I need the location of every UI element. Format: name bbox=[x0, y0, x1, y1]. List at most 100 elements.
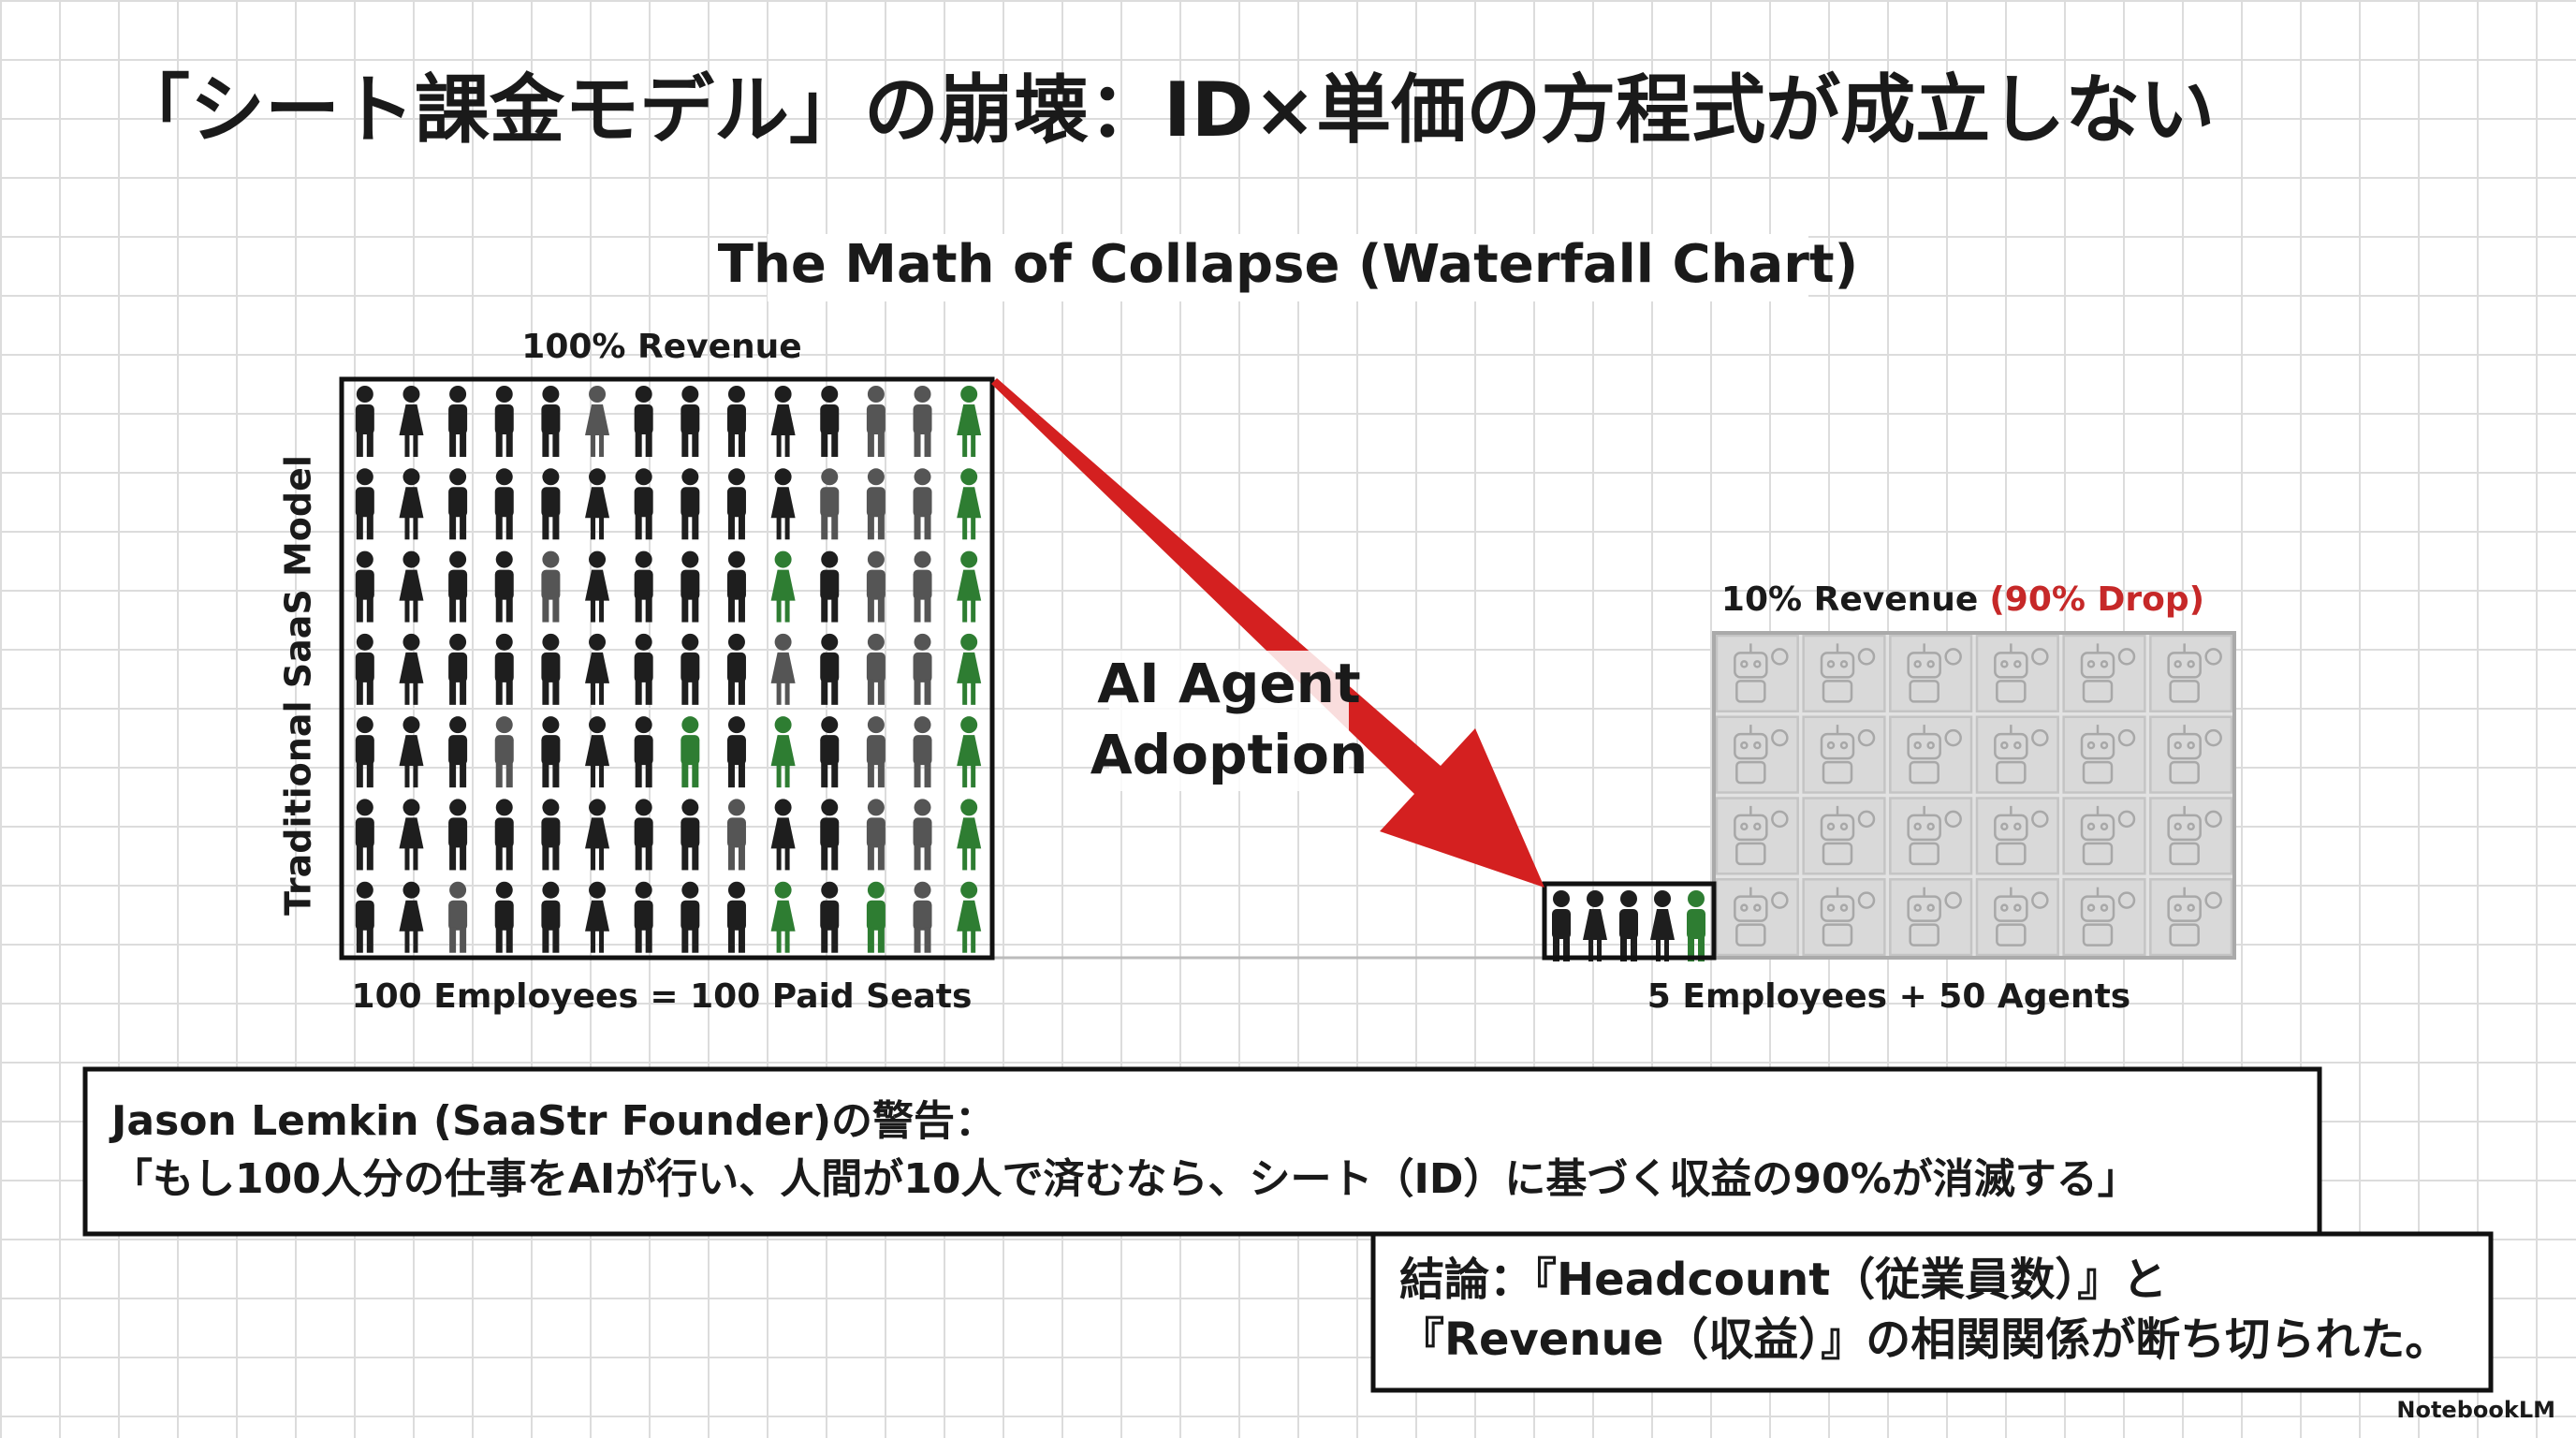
person-leg bbox=[971, 765, 976, 788]
person-dress bbox=[1583, 909, 1607, 940]
person-dress bbox=[770, 900, 796, 932]
robot-body bbox=[1909, 680, 1939, 703]
person-icon bbox=[494, 386, 514, 457]
robot-body bbox=[2169, 923, 2200, 946]
robot-bg bbox=[1714, 633, 2234, 958]
person-icon bbox=[866, 881, 886, 953]
robot-gear bbox=[2117, 728, 2136, 747]
person-leg bbox=[924, 596, 931, 623]
person-icon bbox=[448, 550, 468, 623]
person-leg bbox=[681, 596, 689, 623]
person-leg bbox=[552, 432, 560, 457]
person-body bbox=[681, 735, 700, 766]
person-icon bbox=[820, 633, 840, 705]
person-leg bbox=[505, 844, 513, 871]
person-leg bbox=[1588, 939, 1593, 961]
robot-body bbox=[2169, 680, 2200, 703]
person-icon bbox=[726, 716, 746, 788]
person-icon bbox=[634, 633, 653, 705]
person-leg bbox=[727, 679, 735, 705]
robot-eye bbox=[1753, 660, 1762, 668]
person-dress bbox=[585, 404, 610, 435]
person-body bbox=[913, 487, 932, 518]
robot-cell bbox=[1715, 634, 1799, 712]
person-icon bbox=[399, 799, 424, 871]
person-leg bbox=[831, 432, 839, 457]
robot-body bbox=[2082, 680, 2114, 703]
person-body bbox=[820, 404, 840, 434]
person-body bbox=[1619, 909, 1638, 939]
robot-cell bbox=[2149, 715, 2233, 794]
person-head bbox=[960, 468, 978, 486]
person-head bbox=[960, 799, 978, 816]
robot-icon bbox=[2062, 878, 2146, 957]
person-head bbox=[635, 633, 652, 651]
drop-label: (90% Drop) bbox=[1989, 580, 2204, 619]
person-icon bbox=[770, 799, 796, 871]
person-icon bbox=[726, 881, 746, 953]
person-leg bbox=[413, 517, 418, 540]
robot-eye bbox=[1826, 822, 1836, 831]
person-head bbox=[589, 716, 607, 734]
person-dress bbox=[399, 487, 424, 519]
revenue-label: 10% Revenue bbox=[1721, 580, 1978, 619]
person-leg bbox=[821, 927, 828, 953]
robot-icon bbox=[1975, 797, 2059, 875]
person-head bbox=[402, 799, 420, 816]
person-leg bbox=[413, 765, 418, 788]
person-icon bbox=[541, 386, 561, 457]
person-head bbox=[960, 633, 978, 651]
person-dress bbox=[585, 817, 610, 849]
person-head bbox=[960, 386, 978, 403]
person-body bbox=[634, 735, 653, 766]
person-body bbox=[634, 652, 653, 682]
robot-eye bbox=[1926, 822, 1935, 831]
person-leg bbox=[366, 596, 373, 623]
person-body bbox=[866, 735, 886, 766]
robot-icon bbox=[2149, 878, 2233, 957]
robot-icon bbox=[2149, 797, 2233, 875]
person-head bbox=[402, 386, 420, 403]
person-head bbox=[402, 633, 420, 651]
robot-cell bbox=[1802, 878, 1886, 957]
person-icon bbox=[585, 386, 610, 457]
person-leg bbox=[591, 434, 596, 457]
person-leg bbox=[645, 596, 652, 623]
robot-eye bbox=[1926, 903, 1935, 912]
person-head bbox=[449, 386, 467, 403]
robot-eye bbox=[2000, 741, 2009, 750]
chart-title-bg bbox=[768, 234, 1808, 301]
person-head bbox=[356, 550, 373, 568]
person-leg bbox=[495, 844, 503, 871]
person-leg bbox=[356, 844, 363, 871]
person-leg bbox=[784, 682, 790, 705]
person-leg bbox=[591, 682, 596, 705]
robot-cell bbox=[1889, 715, 1973, 794]
person-body bbox=[494, 735, 514, 766]
person-leg bbox=[356, 679, 363, 705]
person-body bbox=[866, 487, 886, 518]
person-head bbox=[356, 716, 373, 734]
person-icon bbox=[681, 881, 700, 953]
robot-cell bbox=[1975, 878, 2059, 957]
robot-eye bbox=[1913, 903, 1922, 912]
person-leg bbox=[449, 432, 457, 457]
person-leg bbox=[727, 844, 735, 871]
person-leg bbox=[1553, 936, 1559, 961]
person-head bbox=[681, 881, 699, 899]
person-icon bbox=[770, 881, 796, 953]
person-leg bbox=[413, 930, 418, 953]
person-body bbox=[681, 900, 700, 931]
robot-box bbox=[1712, 631, 2236, 960]
person-body bbox=[866, 900, 886, 931]
person-head bbox=[589, 550, 607, 568]
person-head bbox=[727, 716, 745, 734]
person-icon bbox=[681, 468, 700, 540]
person-head bbox=[449, 881, 467, 899]
person-dress bbox=[957, 817, 982, 849]
person-leg bbox=[635, 927, 642, 953]
person-leg bbox=[738, 927, 745, 953]
person-head bbox=[635, 799, 652, 816]
person-body bbox=[681, 652, 700, 682]
person-dress bbox=[770, 487, 796, 519]
